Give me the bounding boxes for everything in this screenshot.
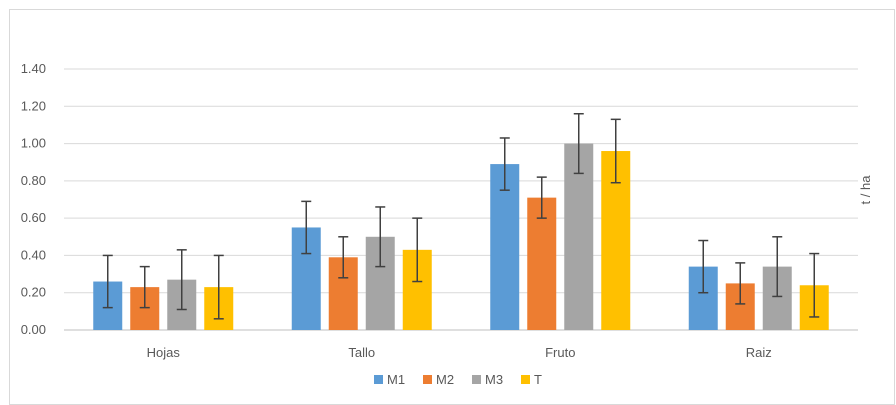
error-bar bbox=[735, 262, 746, 305]
error-bar bbox=[102, 254, 113, 309]
legend-label: M1 bbox=[387, 372, 405, 387]
legend: M1 M2 M3 T bbox=[374, 372, 542, 387]
error-bar bbox=[573, 112, 584, 175]
error-bar bbox=[213, 254, 224, 320]
legend-swatch bbox=[423, 375, 432, 384]
legend-swatch bbox=[472, 375, 481, 384]
legend-swatch bbox=[374, 375, 383, 384]
error-bar bbox=[499, 137, 510, 191]
x-axis-category-labels: Hojas Tallo Fruto Raiz bbox=[147, 345, 772, 360]
legend-label: T bbox=[534, 372, 542, 387]
error-bar bbox=[610, 118, 621, 184]
legend-item: M1 bbox=[374, 372, 405, 387]
legend-item: M3 bbox=[472, 372, 503, 387]
legend-item: T bbox=[521, 372, 542, 387]
chart-area bbox=[9, 9, 895, 405]
legend-label: M3 bbox=[485, 372, 503, 387]
y-axis-label: t / ha bbox=[858, 175, 873, 205]
error-bar bbox=[536, 176, 547, 219]
error-bar bbox=[772, 236, 783, 298]
gridlines bbox=[64, 68, 858, 331]
error-bar bbox=[301, 200, 312, 255]
y-tick-label: 0.80 bbox=[21, 173, 46, 188]
bar-m3-fruto bbox=[564, 143, 594, 330]
error-bar bbox=[139, 265, 150, 309]
error-bar bbox=[412, 217, 423, 283]
error-bar bbox=[375, 206, 386, 268]
y-tick-label: 0.20 bbox=[21, 285, 46, 300]
category-label: Fruto bbox=[545, 345, 575, 360]
y-tick-label: 1.20 bbox=[21, 98, 46, 113]
error-bars bbox=[102, 112, 820, 320]
legend-label: M2 bbox=[436, 372, 454, 387]
y-tick-label: 1.00 bbox=[21, 136, 46, 151]
y-tick-label: 1.40 bbox=[21, 61, 46, 76]
bars bbox=[93, 143, 829, 330]
y-axis-tick-labels: 0.00 0.20 0.40 0.60 0.80 1.00 1.20 1.40 bbox=[21, 61, 46, 337]
bar-m2-fruto bbox=[527, 197, 557, 330]
y-tick-label: 0.00 bbox=[21, 322, 46, 337]
error-bar bbox=[809, 252, 820, 318]
category-label: Raiz bbox=[746, 345, 772, 360]
legend-item: M2 bbox=[423, 372, 454, 387]
error-bar bbox=[698, 239, 709, 294]
y-tick-label: 0.40 bbox=[21, 247, 46, 262]
error-bar bbox=[176, 249, 187, 311]
category-label: Tallo bbox=[348, 345, 375, 360]
y-tick-label: 0.60 bbox=[21, 210, 46, 225]
legend-swatch bbox=[521, 375, 530, 384]
bar-m1-fruto bbox=[490, 164, 520, 330]
error-bar bbox=[338, 236, 349, 279]
category-label: Hojas bbox=[147, 345, 181, 360]
